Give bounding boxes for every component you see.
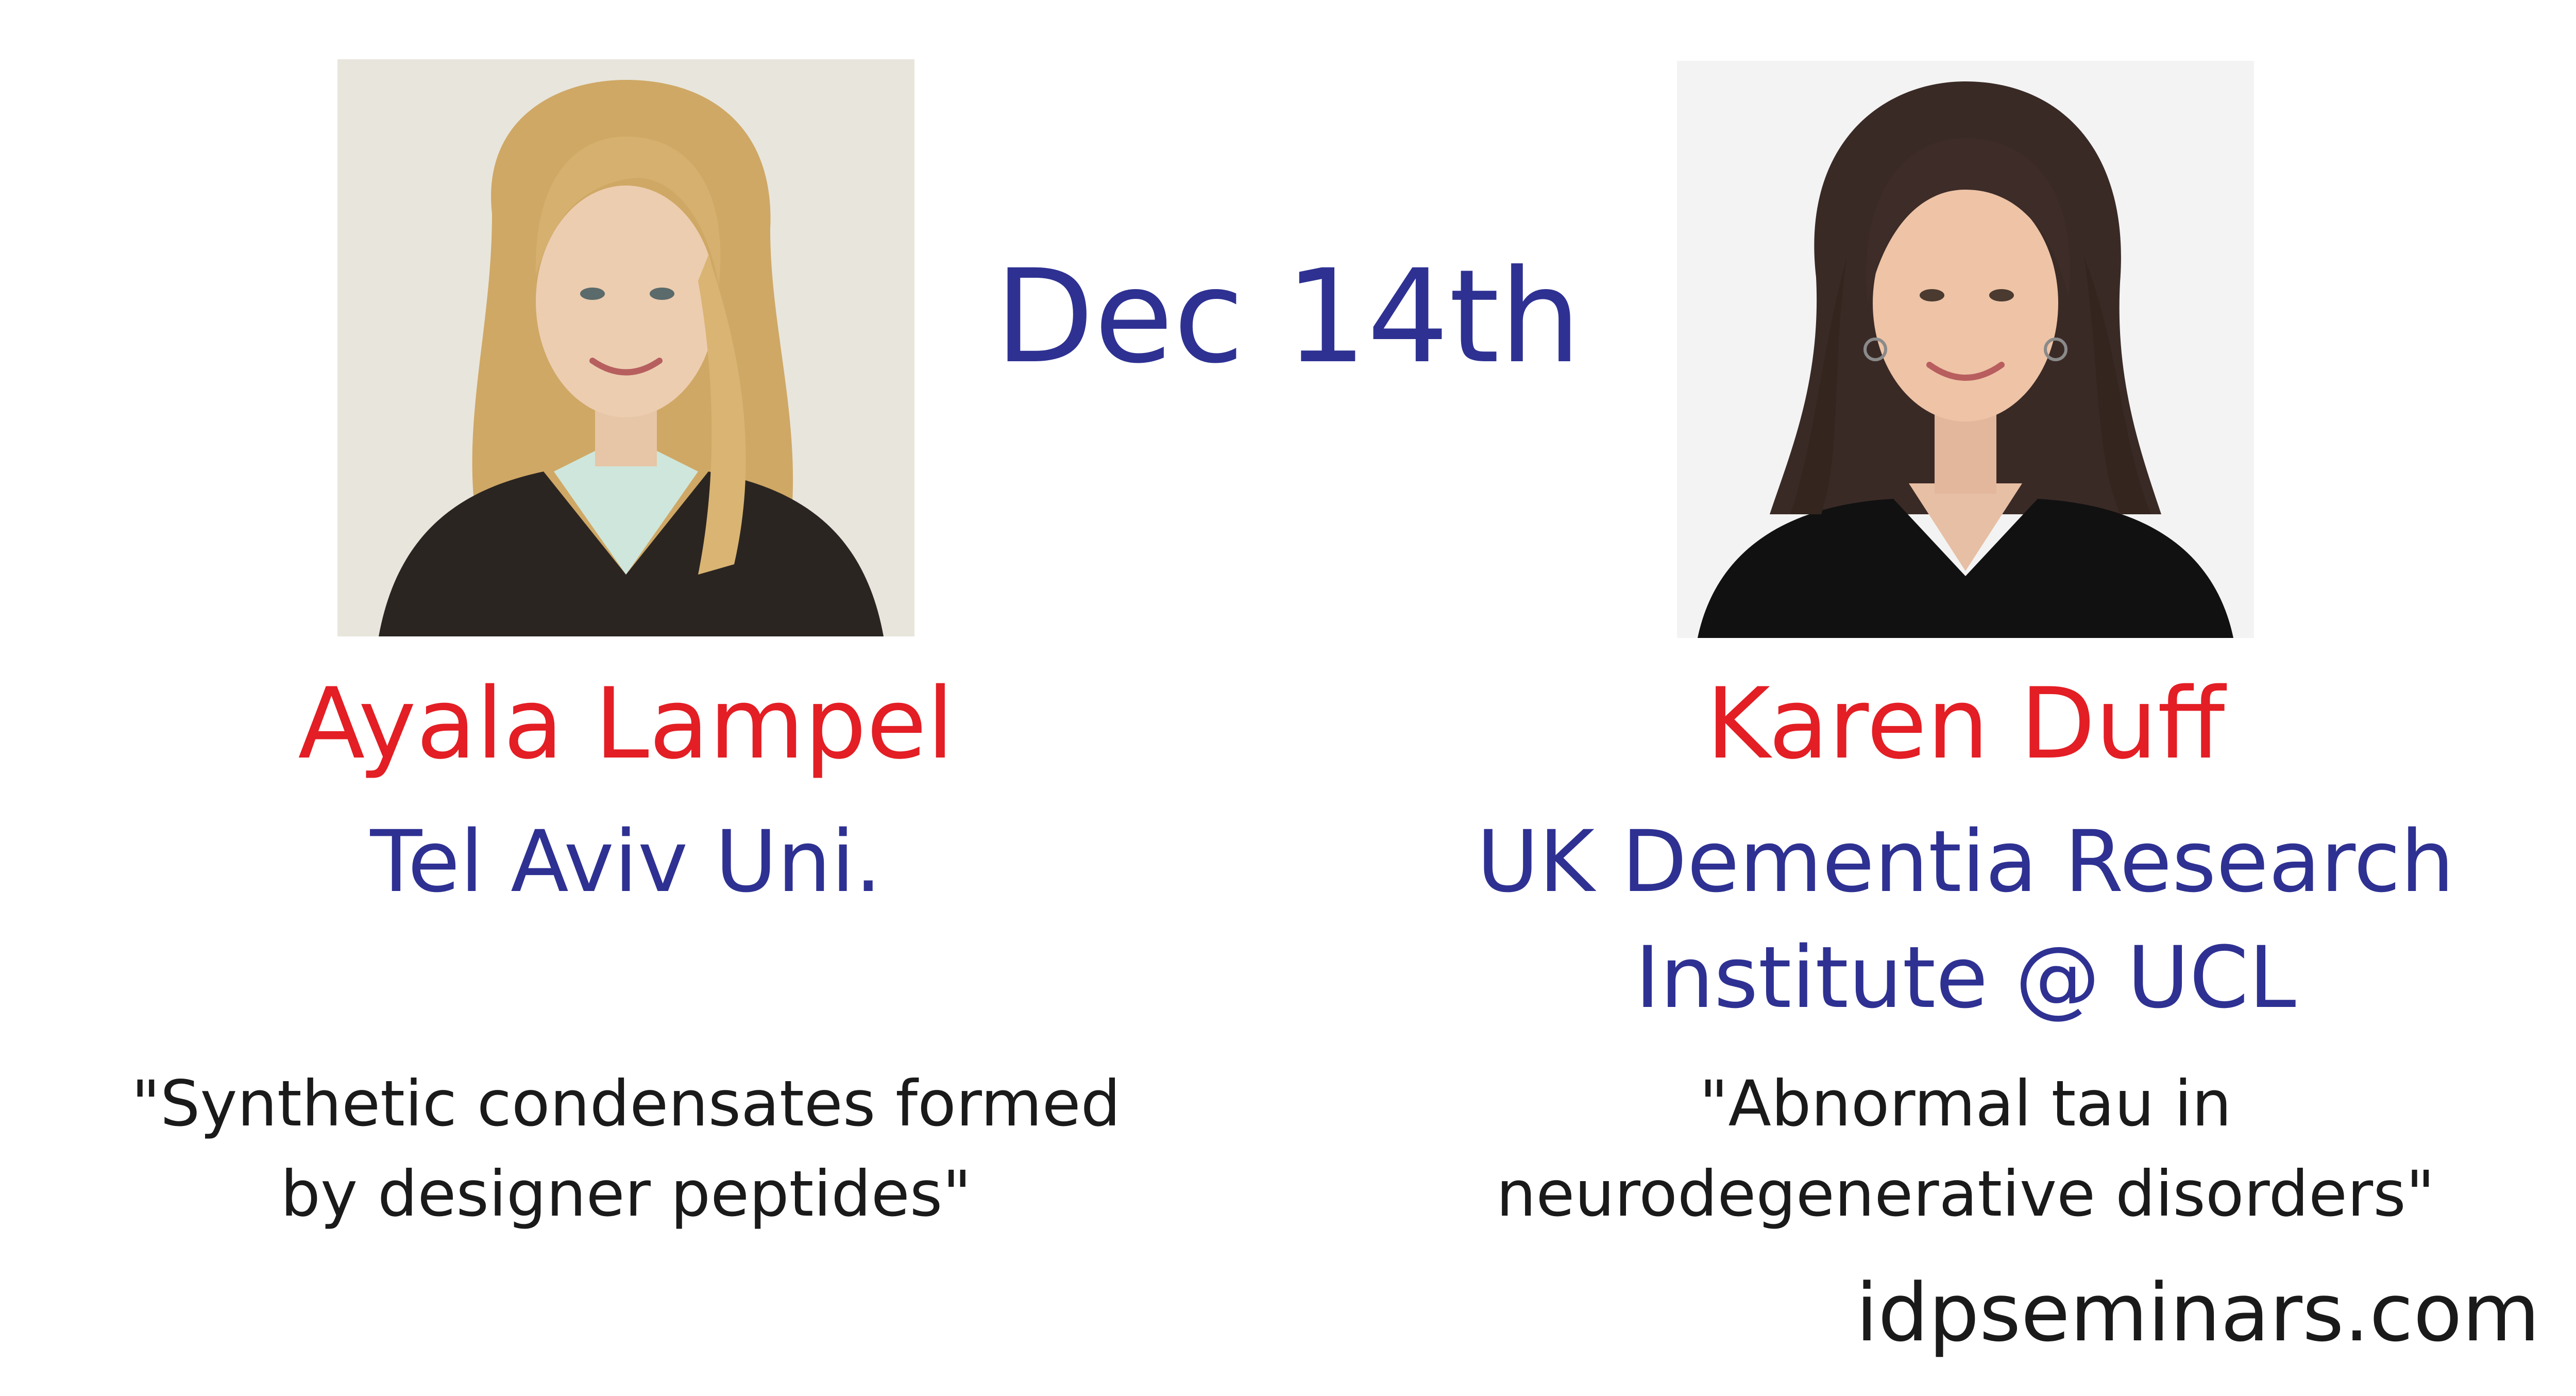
speaker-name-right: Karen Duff <box>1706 667 2225 781</box>
speaker-portrait-right <box>1677 61 2254 638</box>
talk-title-line: "Abnormal tau in <box>1699 1067 2232 1140</box>
speaker-affiliation-right: UK Dementia Research Institute @ UCL <box>1432 804 2499 1036</box>
talk-title-right: "Abnormal tau in neurodegenerative disor… <box>1412 1059 2519 1239</box>
website-url: idpseminars.com <box>1855 1266 2540 1359</box>
talk-title-left: "Synthetic condensates formed by designe… <box>62 1059 1190 1239</box>
affiliation-line: Tel Aviv Uni. <box>370 812 882 911</box>
speaker-affiliation-left: Tel Aviv Uni. <box>155 804 1097 920</box>
affiliation-line: UK Dementia Research <box>1477 812 2454 911</box>
speaker-portrait-left <box>337 59 914 636</box>
affiliation-line: Institute @ UCL <box>1635 928 2296 1027</box>
speaker-photo-right <box>1677 61 2254 638</box>
speaker-photo-left <box>337 59 914 636</box>
talk-title-line: by designer peptides" <box>280 1157 972 1231</box>
seminar-date: Dec 14th <box>995 242 1581 392</box>
speaker-name-left: Ayala Lampel <box>298 667 954 781</box>
talk-title-line: "Synthetic condensates formed <box>131 1067 1121 1140</box>
talk-title-line: neurodegenerative disorders" <box>1496 1157 2435 1231</box>
